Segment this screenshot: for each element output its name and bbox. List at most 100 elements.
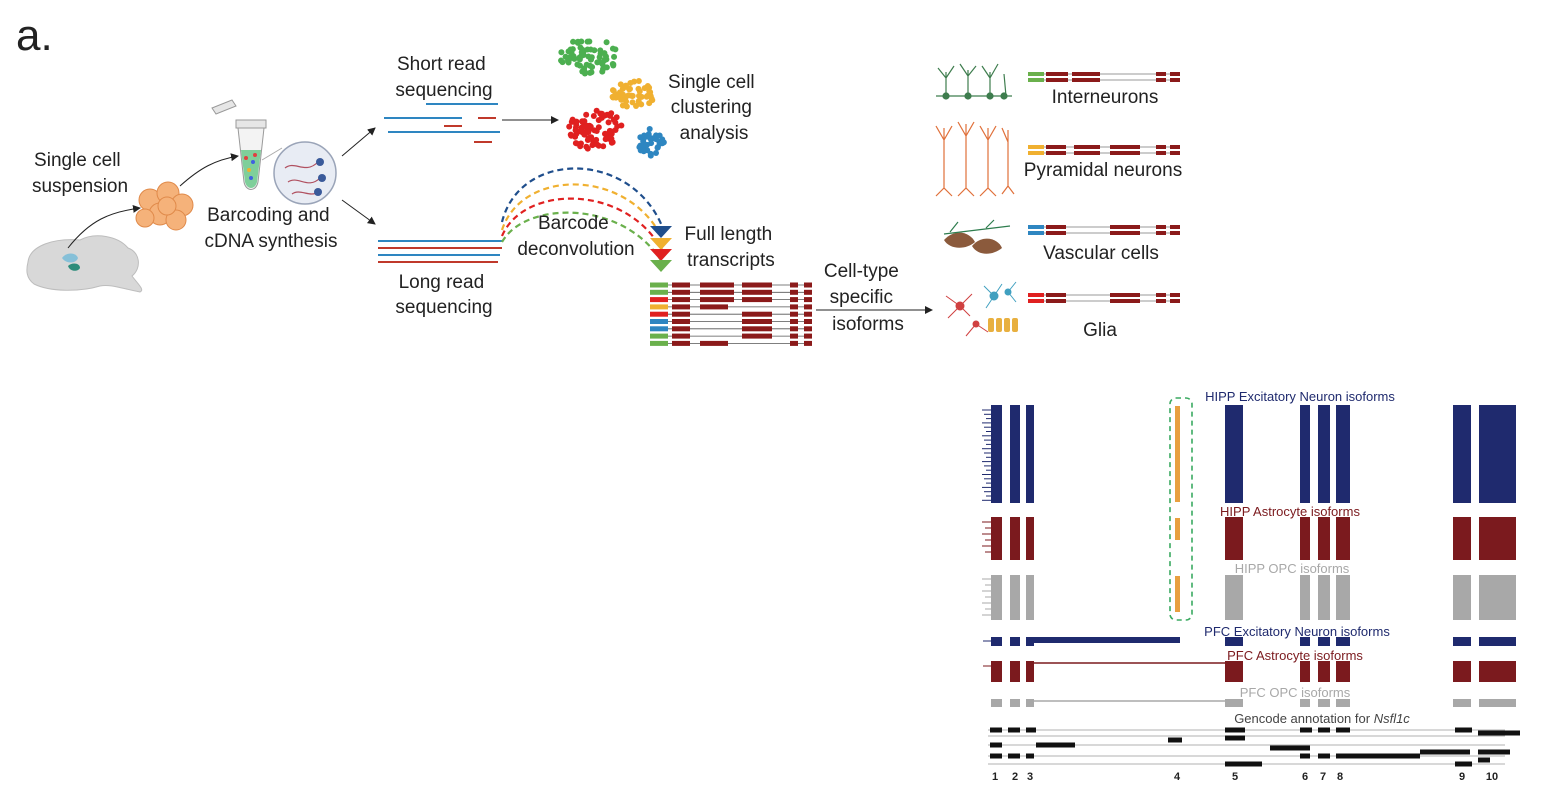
exon-segment bbox=[790, 333, 798, 339]
cluster-dot bbox=[565, 54, 572, 61]
pfc-excitatory-exon bbox=[1010, 637, 1020, 646]
track-title-pfc-opc: PFC OPC isoforms bbox=[1240, 685, 1351, 700]
panel-label: a. bbox=[16, 11, 53, 60]
pfc-opc-exon bbox=[1300, 699, 1310, 707]
cluster-dot bbox=[568, 118, 575, 125]
exon-segment bbox=[790, 340, 798, 346]
exon-number: 2 bbox=[1012, 771, 1018, 783]
cluster-dot bbox=[584, 122, 591, 129]
exon-segment bbox=[742, 289, 772, 295]
cluster-dot bbox=[593, 141, 600, 148]
exon-segment bbox=[1156, 231, 1166, 235]
cluster-dot bbox=[615, 93, 622, 100]
exon-segment bbox=[700, 282, 734, 288]
cell-type-label: Pyramidal neurons bbox=[1024, 160, 1182, 181]
exon-segment bbox=[804, 319, 812, 324]
barcode-segment bbox=[1028, 299, 1044, 303]
cell-type-label: Vascular cells bbox=[1043, 243, 1159, 264]
hipp-astrocyte-exon bbox=[1336, 517, 1350, 560]
exon-segment bbox=[1046, 231, 1066, 235]
exon-number: 7 bbox=[1320, 771, 1326, 783]
pfc-opc-exon bbox=[1336, 699, 1350, 707]
gencode-exon bbox=[990, 742, 1002, 748]
cluster-dot bbox=[579, 118, 586, 125]
cluster-dot bbox=[587, 62, 594, 69]
cluster-dot bbox=[597, 110, 604, 117]
exon-segment bbox=[1170, 145, 1180, 149]
exon-segment bbox=[672, 326, 690, 332]
pfc-excitatory-exon bbox=[1336, 637, 1350, 646]
hipp-opc-exon bbox=[1026, 575, 1034, 620]
barcode-arcs bbox=[500, 167, 664, 263]
barcode-segment bbox=[1028, 72, 1044, 76]
cluster-dot bbox=[654, 144, 661, 151]
exon-number: 3 bbox=[1027, 771, 1033, 783]
cluster-dot bbox=[609, 93, 616, 100]
cluster-dot bbox=[618, 122, 625, 129]
barcode-segment bbox=[1028, 145, 1044, 149]
hipp-astrocyte-exon bbox=[1010, 517, 1020, 560]
cluster-dot bbox=[594, 59, 601, 66]
exon-segment bbox=[1170, 225, 1180, 229]
cluster-dot bbox=[585, 53, 592, 60]
cluster-dot bbox=[567, 131, 574, 138]
pfc-astrocyte-exon bbox=[1010, 661, 1020, 682]
hipp-excitatory-exon bbox=[1300, 405, 1310, 503]
exon-segment bbox=[1046, 78, 1068, 82]
exon-segment bbox=[742, 333, 772, 339]
cluster-dot bbox=[649, 135, 656, 142]
hipp-excitatory-exon bbox=[991, 405, 1002, 503]
track-title-hipp-excitatory: HIPP Excitatory Neuron isoforms bbox=[1205, 389, 1395, 404]
exon-number: 9 bbox=[1459, 771, 1465, 783]
cluster-dot bbox=[660, 139, 667, 146]
cluster-dot bbox=[648, 140, 655, 147]
cluster-dot bbox=[597, 47, 604, 54]
hipp-excitatory-exon bbox=[1225, 405, 1243, 503]
exon-segment bbox=[1170, 151, 1180, 155]
exon-number: 8 bbox=[1337, 771, 1343, 783]
tube-icon bbox=[211, 99, 267, 190]
exon-segment bbox=[700, 340, 728, 346]
single-cell-suspension-label: Single cell suspension bbox=[32, 150, 128, 197]
cluster-dot bbox=[583, 143, 590, 150]
long-read-label: Long read sequencing bbox=[395, 272, 492, 318]
pfc-opc-exon bbox=[1010, 699, 1020, 707]
pfc-opc-exon bbox=[1453, 699, 1471, 707]
pfc-astrocyte-exon bbox=[1026, 661, 1034, 682]
gencode-exon bbox=[1036, 742, 1075, 748]
cluster-dot bbox=[573, 130, 580, 137]
exon-number: 1 bbox=[992, 771, 998, 783]
exon-segment bbox=[804, 333, 812, 339]
exon-segment bbox=[700, 289, 734, 295]
track-title-hipp-astrocyte: HIPP Astrocyte isoforms bbox=[1220, 504, 1360, 519]
pfc-excitatory-exon bbox=[1453, 637, 1471, 646]
hipp-opc-exon bbox=[1453, 575, 1471, 620]
exon-segment bbox=[804, 289, 812, 295]
hipp-opc-exon bbox=[1336, 575, 1350, 620]
exon-segment bbox=[1110, 299, 1140, 303]
cluster-dot bbox=[619, 85, 626, 92]
exon-segment bbox=[1046, 145, 1066, 149]
barcode-segment bbox=[650, 282, 668, 288]
cluster-dot bbox=[583, 111, 590, 118]
barcode-segment bbox=[650, 319, 668, 324]
exon-segment bbox=[1110, 225, 1140, 229]
gencode-exon bbox=[1455, 761, 1472, 767]
vascular-cell-icon bbox=[943, 219, 1011, 254]
barcode-segment bbox=[650, 326, 668, 332]
pfc-excitatory-exon bbox=[1479, 637, 1516, 646]
pfc-opc-exon bbox=[1479, 699, 1516, 707]
exon-segment bbox=[1170, 231, 1180, 235]
exon-segment bbox=[1156, 145, 1166, 149]
pfc-opc-exon bbox=[1026, 699, 1034, 707]
exon-segment bbox=[742, 319, 772, 324]
exon-segment bbox=[1074, 151, 1100, 155]
pfc-excitatory-exon bbox=[991, 637, 1002, 646]
cluster-dot bbox=[576, 56, 583, 63]
cluster-dot bbox=[570, 54, 577, 61]
exon-segment bbox=[1156, 293, 1166, 297]
cluster-dot bbox=[609, 87, 616, 94]
hipp-opc-exon bbox=[1010, 575, 1020, 620]
exon-segment bbox=[742, 326, 772, 332]
cluster-dot bbox=[648, 95, 655, 102]
